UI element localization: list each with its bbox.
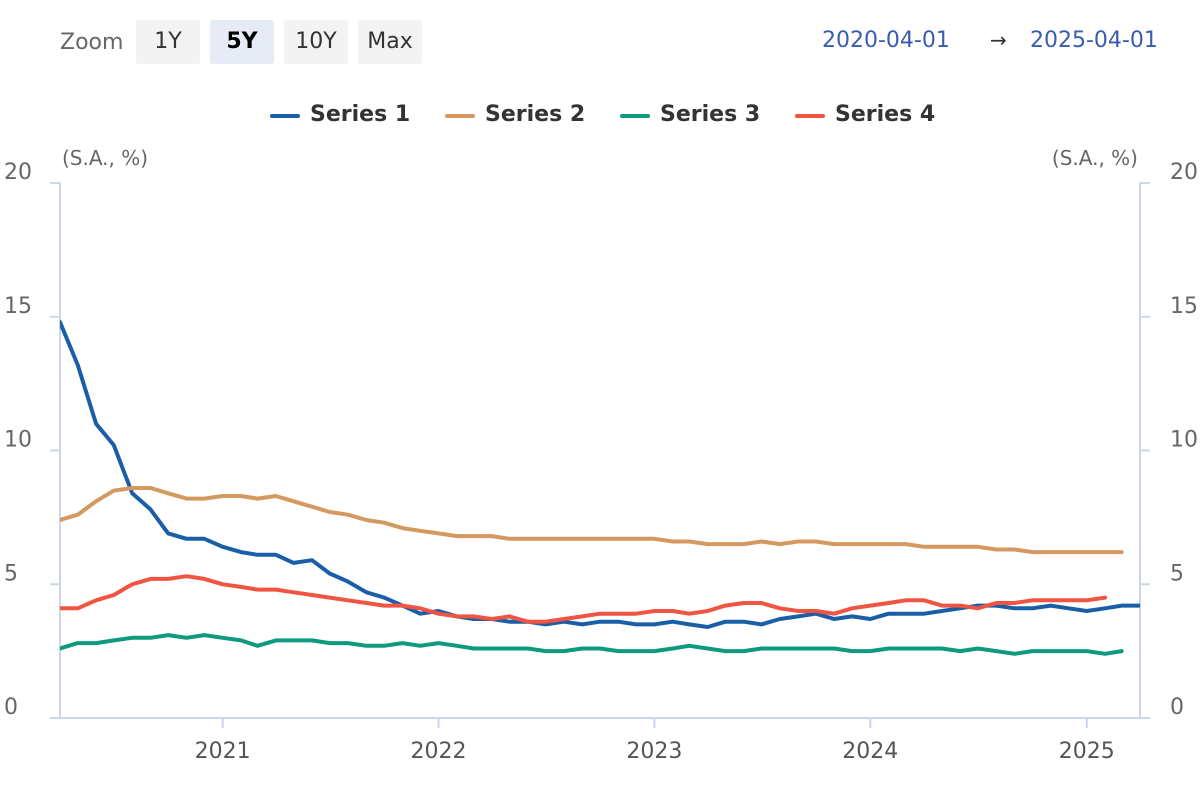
left-y-tick-label: 20 <box>4 160 32 185</box>
legend-label-series-3: Series 3 <box>660 102 761 127</box>
legend-label-series-4: Series 4 <box>835 102 936 127</box>
left-axis-unit-label: (S.A., %) <box>62 146 148 170</box>
x-tick-label: 2024 <box>842 739 898 764</box>
range-start-date[interactable]: 2020-04-01 <box>822 28 950 53</box>
series-3-line <box>60 633 1124 656</box>
right-y-tick-label: 15 <box>1170 294 1198 319</box>
range-arrow: → <box>990 28 1007 52</box>
left-y-tick-label: 10 <box>4 428 32 453</box>
legend-label-series-1: Series 1 <box>310 102 411 127</box>
right-y-tick-label: 20 <box>1170 160 1198 185</box>
legend-item-series-2[interactable]: Series 2 <box>445 100 595 134</box>
zoom-10y-button[interactable]: 10Y <box>284 20 348 64</box>
x-tick-label: 2025 <box>1059 739 1115 764</box>
left-y-tick-label: 15 <box>4 294 32 319</box>
right-y-tick-label: 5 <box>1170 561 1184 586</box>
series-1-line <box>60 320 1140 629</box>
left-y-tick-label: 5 <box>4 561 18 586</box>
right-y-tick-label: 10 <box>1170 428 1198 453</box>
series-2-line <box>60 486 1124 555</box>
legend-item-series-4[interactable]: Series 4 <box>795 100 945 134</box>
zoom-1y-button[interactable]: 1Y <box>136 20 200 64</box>
zoom-max-button[interactable]: Max <box>358 20 422 64</box>
chart-plot-lines <box>60 320 1140 656</box>
x-tick-label: 2023 <box>626 739 682 764</box>
range-end-date[interactable]: 2025-04-01 <box>1030 28 1158 53</box>
legend-swatch-series-2 <box>445 114 475 118</box>
legend-swatch-series-1 <box>270 114 300 118</box>
legend-swatch-series-3 <box>620 114 650 118</box>
zoom-label: Zoom <box>60 30 124 55</box>
right-y-tick-label: 0 <box>1170 695 1184 720</box>
legend-item-series-3[interactable]: Series 3 <box>620 100 770 134</box>
right-axis-unit-label: (S.A., %) <box>1052 146 1138 170</box>
x-tick-label: 2021 <box>195 739 251 764</box>
chart-toolbar: Zoom 1Y 5Y 10Y Max 2020-04-01 → 2025-04-… <box>0 0 1200 90</box>
legend-label-series-2: Series 2 <box>485 102 586 127</box>
zoom-5y-button[interactable]: 5Y <box>210 20 274 64</box>
legend-item-series-1[interactable]: Series 1 <box>270 100 420 134</box>
series-4-line <box>60 574 1108 624</box>
left-y-tick-label: 0 <box>4 695 18 720</box>
legend-swatch-series-4 <box>795 114 825 118</box>
x-tick-label: 2022 <box>411 739 467 764</box>
